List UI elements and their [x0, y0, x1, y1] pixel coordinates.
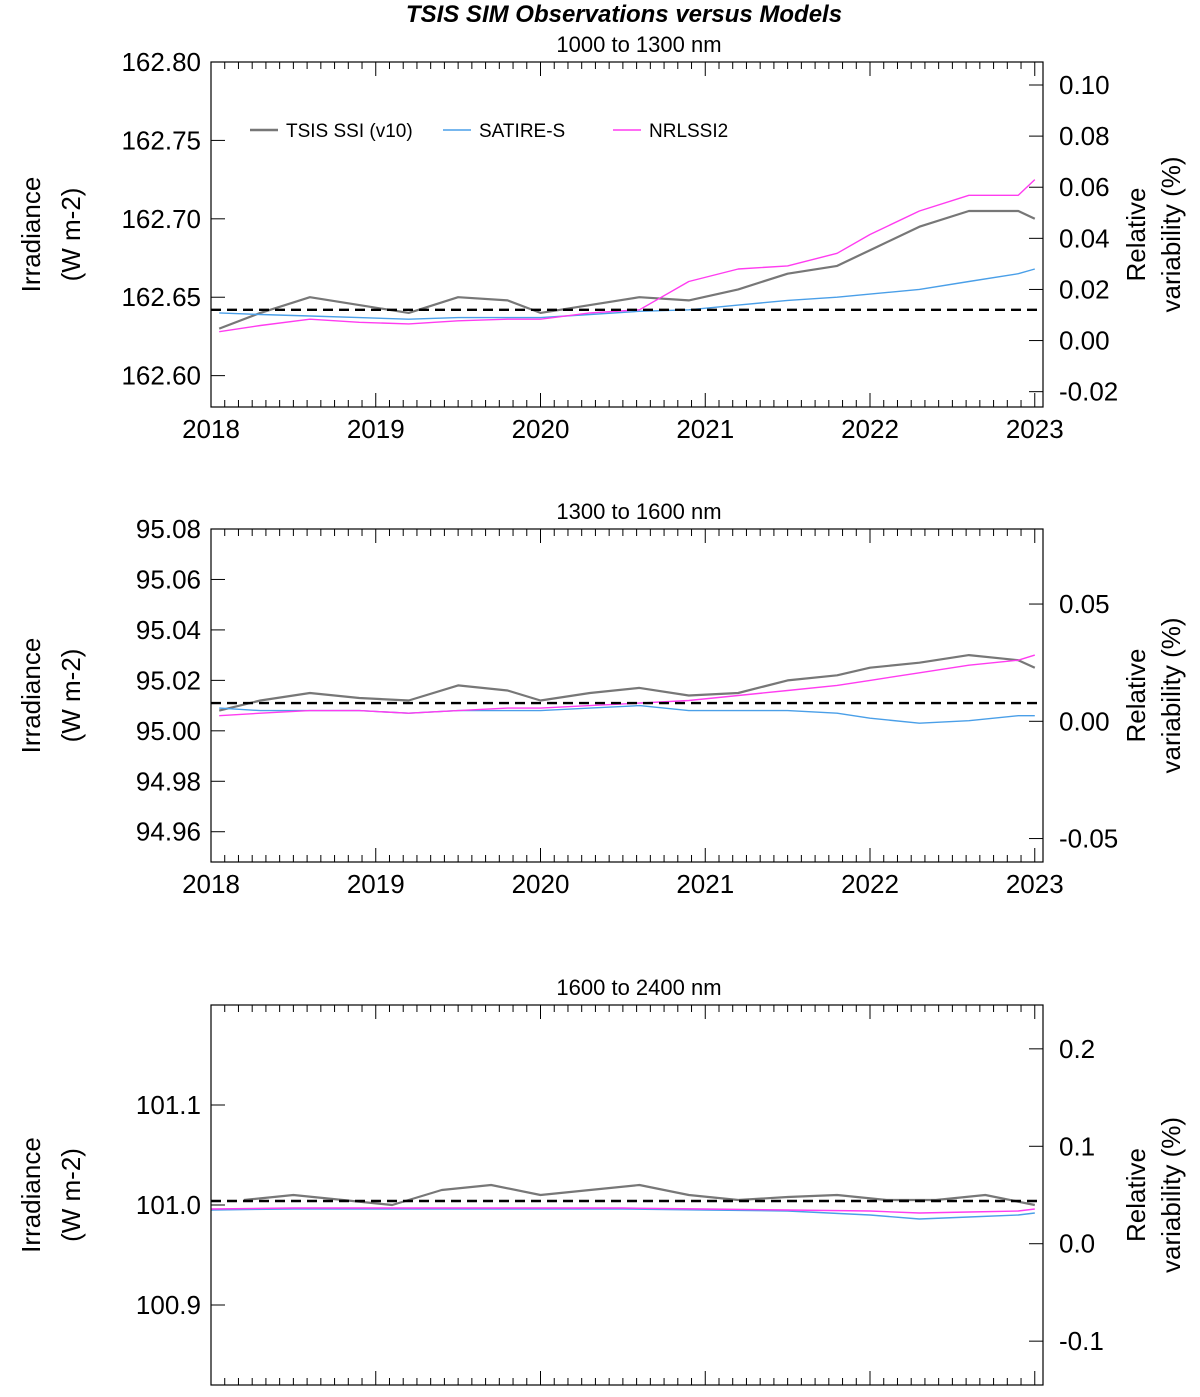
y2-axis-label-top: Relative [1121, 649, 1151, 743]
y-tick-label: 101.1 [136, 1090, 201, 1120]
x-tick-label: 2020 [512, 869, 570, 899]
y2-axis-label-bottom: variability (%) [1156, 156, 1186, 312]
x-tick-label: 2023 [1006, 1392, 1064, 1397]
x-tick-label: 2021 [676, 869, 734, 899]
plot-frame [210, 1004, 1044, 1386]
y-tick-label: 95.04 [136, 615, 201, 645]
series-line-1 [218, 209, 1036, 330]
y-axis-label: Irradiance [16, 177, 46, 293]
y2-tick-label: -0.05 [1059, 824, 1118, 854]
y2-tick-label: 0.00 [1059, 326, 1110, 356]
y-axis-unit: (W m-2) [56, 188, 86, 282]
figure-title: TSIS SIM Observations versus Models [406, 1, 842, 28]
series-line-2 [219, 704, 1035, 724]
legend: TSIS SSI (v10) SATIRE-S NRLSSI2 [250, 121, 728, 142]
y-tick-label: 94.96 [136, 817, 201, 847]
y-tick-label: 95.02 [136, 665, 201, 695]
y2-tick-label: 0.00 [1059, 706, 1110, 736]
series-line-1 [218, 653, 1036, 712]
y-tick-label: 95.08 [136, 514, 201, 544]
x-tick-label: 2018 [182, 414, 240, 444]
y-tick-label: 101.0 [136, 1190, 201, 1220]
y2-tick-label: -0.02 [1059, 377, 1118, 407]
x-tick-label: 2022 [841, 414, 899, 444]
y2-tick-label: 0.04 [1059, 223, 1110, 253]
y-tick-label: 162.75 [121, 125, 201, 155]
y-tick-label: 95.06 [136, 564, 201, 594]
y2-tick-label: 0.0 [1059, 1229, 1095, 1259]
panel-1: 1000 to 1300 nm 2018 2019 2020 2021 2022 2023 1… [16, 32, 1186, 444]
x-tick-label: 2022 [841, 1392, 899, 1397]
y-tick-label: 162.70 [121, 204, 201, 234]
legend-label: SATIRE-S [479, 121, 565, 142]
x-tick-label: 2020 [512, 414, 570, 444]
legend-label: NRLSSI2 [649, 121, 728, 142]
panel-3: 1600 to 2400 nm 2018 2019 2020 2021 2022 2023 1… [16, 975, 1186, 1397]
x-tick-label: 2023 [1006, 414, 1064, 444]
y-axis-unit: (W m-2) [56, 649, 86, 743]
legend-label: TSIS SSI (v10) [286, 121, 413, 142]
series-line-2 [210, 1208, 1035, 1220]
y2-axis-label-bottom: variability (%) [1156, 617, 1186, 773]
y2-tick-label: 0.10 [1059, 70, 1110, 100]
y2-tick-label: 0.02 [1059, 274, 1110, 304]
y-tick-label: 162.60 [121, 361, 201, 391]
panel-title: 1300 to 1600 nm [556, 499, 721, 524]
plot-frame [210, 528, 1044, 863]
series-line-3 [210, 1207, 1035, 1214]
y-tick-label: 94.98 [136, 766, 201, 796]
x-tick-label: 2022 [841, 869, 899, 899]
y-tick-label: 162.80 [121, 47, 201, 77]
y-axis-label: Irradiance [16, 638, 46, 754]
panel-2: 1300 to 1600 nm 2018 2019 2020 2021 2022 2023 9… [16, 499, 1186, 899]
x-tick-label: 2023 [1006, 869, 1064, 899]
y-tick-label: 162.65 [121, 282, 201, 312]
x-tick-label: 2018 [182, 869, 240, 899]
y2-tick-label: 0.2 [1059, 1034, 1095, 1064]
y2-axis-label-top: Relative [1121, 188, 1151, 282]
panel-title: 1000 to 1300 nm [556, 32, 721, 57]
y2-tick-label: 0.08 [1059, 121, 1110, 151]
x-tick-label: 2019 [347, 1392, 405, 1397]
x-tick-label: 2019 [347, 414, 405, 444]
y2-axis-label-top: Relative [1121, 1148, 1151, 1242]
x-tick-label: 2018 [182, 1392, 240, 1397]
x-tick-label: 2019 [347, 869, 405, 899]
x-tick-label: 2021 [676, 414, 734, 444]
y2-tick-label: -0.1 [1059, 1326, 1104, 1356]
panel-title: 1600 to 2400 nm [556, 975, 721, 1000]
series-line-3 [219, 654, 1036, 717]
plot-frame [210, 61, 1044, 408]
series-line-3 [219, 179, 1036, 333]
y2-tick-label: 0.06 [1059, 172, 1110, 202]
x-tick-label: 2021 [676, 1392, 734, 1397]
y2-axis-label-bottom: variability (%) [1156, 1117, 1186, 1273]
y-axis-unit: (W m-2) [56, 1148, 86, 1242]
y-tick-label: 100.9 [136, 1290, 201, 1320]
x-tick-label: 2020 [512, 1392, 570, 1397]
y-axis-label: Irradiance [16, 1137, 46, 1253]
y-tick-label: 95.00 [136, 716, 201, 746]
y2-tick-label: 0.05 [1059, 589, 1110, 619]
y2-tick-label: 0.1 [1059, 1131, 1095, 1161]
series-line-2 [219, 268, 1035, 320]
